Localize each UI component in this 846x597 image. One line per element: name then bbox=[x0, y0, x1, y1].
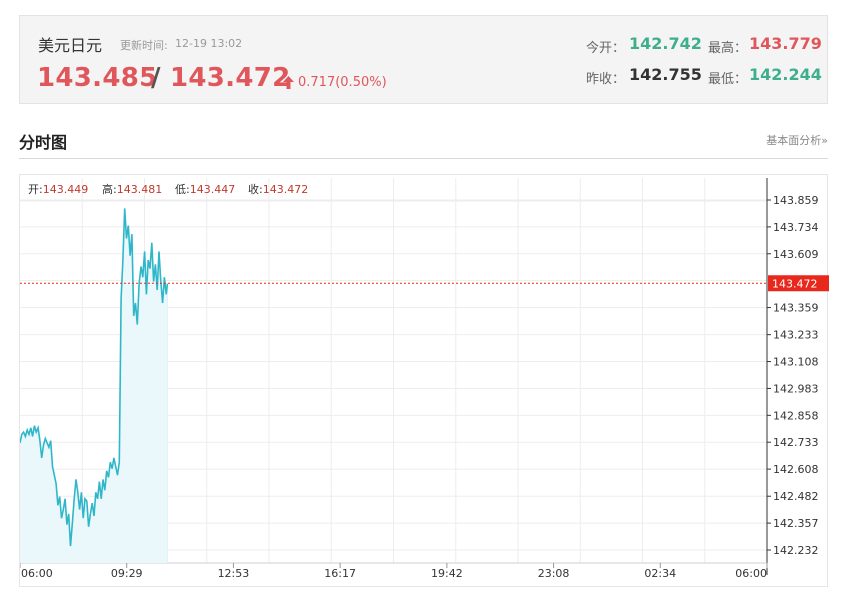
y-tick-label: 142.608 bbox=[773, 463, 819, 476]
current-price-tag bbox=[768, 275, 829, 292]
x-tick-label: 02:34 bbox=[644, 567, 676, 580]
low-value: 142.244 bbox=[749, 65, 822, 84]
y-tick-label: 142.733 bbox=[773, 436, 819, 449]
low-label: 最低： bbox=[708, 72, 748, 87]
y-tick-label: 142.983 bbox=[773, 382, 819, 395]
y-tick-label: 142.858 bbox=[773, 409, 819, 422]
section-divider bbox=[19, 158, 828, 159]
open-value: 142.742 bbox=[629, 34, 702, 53]
x-tick-label: 19:42 bbox=[431, 567, 463, 580]
high-label: 最高： bbox=[708, 41, 748, 56]
y-tick-label: 143.609 bbox=[773, 248, 819, 261]
ohlc-item: 开:143.449 bbox=[28, 183, 88, 196]
current-price-tag-label: 143.472 bbox=[772, 277, 818, 290]
pair-name: 美元日元 bbox=[38, 36, 103, 55]
secondary-price: 143.472 bbox=[170, 63, 291, 93]
y-tick-label: 143.859 bbox=[773, 194, 819, 207]
price-change: 0.717(0.50%) bbox=[298, 75, 387, 90]
section-title: 分时图 bbox=[19, 133, 68, 152]
ohlc-item: 低:143.447 bbox=[175, 183, 235, 196]
y-tick-label: 143.359 bbox=[773, 302, 819, 315]
x-tick-label: 09:29 bbox=[111, 567, 143, 580]
update-time: 12-19 13:02 bbox=[175, 37, 243, 50]
price-line bbox=[20, 208, 169, 547]
prev-close-label: 昨收： bbox=[586, 72, 626, 87]
prev-close-value: 142.755 bbox=[629, 65, 702, 84]
open-label: 今开： bbox=[586, 41, 626, 56]
x-tick-label: 12:53 bbox=[218, 567, 250, 580]
y-tick-label: 142.232 bbox=[773, 544, 819, 557]
intraday-chart-svg: 143.859 143.734 143.609 143.359 143.233 143.1… bbox=[20, 178, 829, 580]
y-tick-label: 143.734 bbox=[773, 221, 819, 234]
price-area-fill bbox=[20, 208, 168, 563]
y-tick-label: 142.357 bbox=[773, 517, 819, 530]
high-value: 143.779 bbox=[749, 34, 822, 53]
y-tick-label: 143.108 bbox=[773, 356, 819, 369]
ohlc-item: 高:143.481 bbox=[102, 182, 162, 196]
intraday-chart[interactable]: 143.859 143.734 143.609 143.359 143.233 143.1… bbox=[19, 174, 829, 587]
x-tick-label: 06:00 bbox=[735, 567, 767, 580]
fundamental-analysis-link[interactable]: 基本面分析» bbox=[766, 134, 828, 147]
y-tick-label: 142.482 bbox=[773, 490, 819, 503]
x-tick-label: 23:08 bbox=[538, 567, 570, 580]
quote-header: 美元日元 更新时间: 12-19 13:02 143.485 / 143.472… bbox=[19, 15, 828, 104]
x-tick-label: 06:00 bbox=[21, 567, 53, 580]
current-price: 143.485 bbox=[37, 63, 158, 93]
ohlc-item: 收:143.472 bbox=[248, 182, 308, 196]
y-tick-label: 143.233 bbox=[773, 329, 819, 342]
x-tick-label: 16:17 bbox=[324, 567, 356, 580]
arrow-up-icon bbox=[283, 76, 294, 89]
update-time-label: 更新时间: bbox=[120, 39, 168, 52]
price-separator: / bbox=[151, 63, 161, 93]
